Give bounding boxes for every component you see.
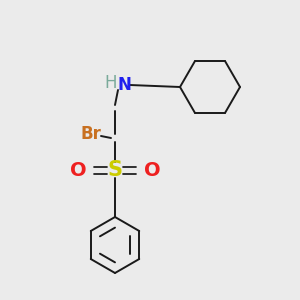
Text: S: S: [107, 160, 122, 180]
Text: H: H: [105, 74, 117, 92]
Text: O: O: [144, 160, 160, 179]
Text: Br: Br: [81, 125, 101, 143]
Text: O: O: [70, 160, 86, 179]
Text: N: N: [117, 76, 131, 94]
